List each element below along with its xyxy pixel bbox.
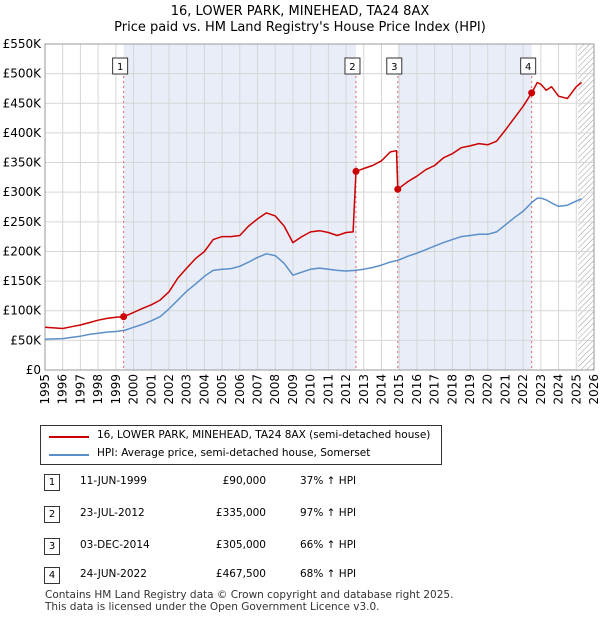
- x-tick-label: 2002: [162, 374, 176, 405]
- sale-label-box: [344, 57, 361, 75]
- y-tick-label: £200K: [3, 244, 43, 258]
- sale-label: 2: [349, 62, 355, 73]
- sale-point: [120, 313, 128, 321]
- x-tick-label: 2017: [428, 374, 442, 405]
- x-tick-label: 2009: [286, 374, 300, 405]
- transaction-hpi: 68% ↑ HPI: [300, 568, 357, 580]
- chart-title: 16, LOWER PARK, MINEHEAD, TA24 8AX: [170, 4, 430, 19]
- transaction-number: 2: [44, 506, 60, 523]
- transaction-date: 03-DEC-2014: [80, 539, 150, 551]
- y-tick-label: £550K: [3, 37, 43, 51]
- x-tick-label: 2006: [233, 374, 247, 405]
- y-tick-label: £250K: [3, 215, 43, 229]
- y-tick-label: £350K: [3, 156, 43, 170]
- future-period-hatch: [578, 44, 594, 370]
- x-tick-label: 2023: [534, 374, 548, 405]
- x-tick-label: 1996: [56, 374, 70, 405]
- x-tick-label: 2018: [445, 374, 459, 405]
- transaction-number: 4: [44, 567, 60, 584]
- x-tick-label: 2026: [587, 374, 600, 405]
- x-tick-label: 2013: [357, 374, 371, 405]
- x-tick-label: 2004: [197, 374, 211, 405]
- x-tick-label: 2010: [304, 374, 318, 405]
- hpi-line: [44, 197, 582, 340]
- y-tick-label: £50K: [10, 333, 42, 347]
- x-tick-label: 2020: [481, 374, 495, 405]
- y-tick-label: £450K: [3, 96, 43, 110]
- sale-label: 3: [391, 62, 397, 73]
- x-tick-label: 1998: [91, 374, 105, 405]
- x-tick-label: 2011: [321, 374, 335, 405]
- legend: 16, LOWER PARK, MINEHEAD, TA24 8AX (semi…: [40, 425, 442, 465]
- chart-subtitle: Price paid vs. HM Land Registry's House …: [114, 20, 486, 35]
- sale-label-box: [520, 57, 537, 75]
- x-tick-label: 2005: [215, 374, 229, 405]
- x-tick-label: 2015: [392, 374, 406, 405]
- x-tick-label: 2016: [410, 374, 424, 405]
- property-price-line: [44, 81, 583, 330]
- x-tick-label: 2000: [127, 374, 141, 405]
- sale-label-box: [112, 57, 129, 75]
- x-tick-label: 2012: [339, 374, 353, 405]
- transaction-date: 11-JUN-1999: [80, 475, 147, 487]
- x-tick-label: 2001: [144, 374, 158, 405]
- y-tick-label: £400K: [3, 126, 43, 140]
- x-tick-label: 2022: [516, 374, 530, 405]
- legend-label-property: 16, LOWER PARK, MINEHEAD, TA24 8AX (semi…: [97, 429, 431, 441]
- y-tick-label: £500K: [3, 67, 43, 81]
- transaction-number: 1: [44, 474, 60, 491]
- transaction-price: £467,500: [215, 568, 266, 580]
- transaction-number: 3: [44, 538, 60, 555]
- x-tick-label: 2007: [251, 374, 265, 405]
- sale-point: [352, 167, 360, 175]
- x-tick-label: 1999: [109, 374, 123, 405]
- y-tick-label: £300K: [3, 185, 43, 199]
- sale-label: 4: [525, 62, 531, 73]
- x-tick-label: 2003: [180, 374, 194, 405]
- footer-copyright: Contains HM Land Registry data © Crown c…: [45, 589, 454, 601]
- sale-label: 1: [117, 62, 123, 73]
- transaction-hpi: 97% ↑ HPI: [300, 507, 357, 519]
- plot-border: [44, 43, 595, 371]
- transaction-hpi: 66% ↑ HPI: [300, 539, 357, 551]
- y-tick-label: £100K: [3, 304, 43, 318]
- transaction-hpi: 37% ↑ HPI: [300, 475, 357, 487]
- transaction-price: £305,000: [215, 539, 266, 551]
- legend-label-hpi: HPI: Average price, semi-detached house,…: [97, 447, 371, 459]
- legend-swatch-property: [49, 436, 89, 438]
- x-tick-label: 2025: [569, 374, 583, 405]
- x-tick-label: 2019: [463, 374, 477, 405]
- x-tick-label: 1995: [38, 374, 52, 405]
- footer-licence: This data is licensed under the Open Gov…: [45, 601, 380, 613]
- transaction-price: £90,000: [222, 475, 266, 487]
- ownership-period-shade: [397, 44, 532, 370]
- x-tick-label: 2014: [374, 374, 388, 405]
- y-tick-label: £150K: [3, 274, 43, 288]
- transaction-price: £335,000: [215, 507, 266, 519]
- x-tick-label: 1997: [73, 374, 87, 405]
- sale-label-box: [386, 57, 403, 75]
- sale-point: [528, 89, 536, 97]
- x-tick-label: 2024: [552, 374, 566, 405]
- transaction-date: 23-JUL-2012: [80, 507, 145, 519]
- transaction-date: 24-JUN-2022: [80, 568, 147, 580]
- x-tick-label: 2008: [268, 374, 282, 405]
- x-tick-label: 2021: [498, 374, 512, 405]
- sale-point: [394, 185, 402, 193]
- y-tick-label: £0: [26, 363, 41, 377]
- legend-swatch-hpi: [49, 454, 89, 456]
- price-chart: £0 £50K £100K £150K £200K £250K £300K £350K £400…: [3, 37, 600, 405]
